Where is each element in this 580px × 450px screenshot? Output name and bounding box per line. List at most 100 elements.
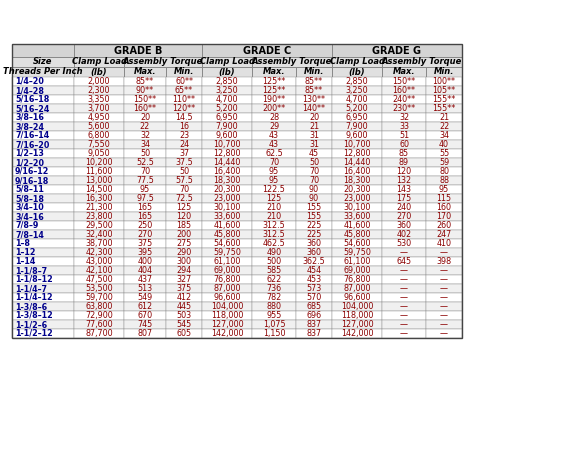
Bar <box>74 95 124 104</box>
Text: 51: 51 <box>399 131 409 140</box>
Text: 125: 125 <box>176 203 191 212</box>
Text: 155**: 155** <box>432 95 456 104</box>
Text: 412: 412 <box>176 293 191 302</box>
Bar <box>332 167 382 176</box>
Bar <box>426 311 462 320</box>
Bar <box>12 221 74 230</box>
Text: 132: 132 <box>397 176 412 185</box>
Text: GRADE C: GRADE C <box>243 45 291 55</box>
Text: 165: 165 <box>137 212 153 221</box>
Text: 62.5: 62.5 <box>265 149 283 158</box>
Text: 31: 31 <box>309 131 319 140</box>
Bar <box>12 149 74 158</box>
Text: Assembly Torque: Assembly Torque <box>382 58 462 67</box>
Text: 122.5: 122.5 <box>263 185 285 194</box>
Text: 70: 70 <box>269 158 279 167</box>
Bar <box>166 275 202 284</box>
Bar <box>382 329 426 338</box>
Text: 41,600: 41,600 <box>343 221 371 230</box>
Text: 22: 22 <box>439 122 449 131</box>
Bar <box>74 311 124 320</box>
Text: 13,000: 13,000 <box>85 176 113 185</box>
Bar <box>332 230 382 239</box>
Text: 30,100: 30,100 <box>213 203 241 212</box>
Bar <box>296 95 332 104</box>
Bar <box>124 158 166 167</box>
Text: 59,750: 59,750 <box>213 248 241 257</box>
Bar <box>124 176 166 185</box>
Text: Max.: Max. <box>393 68 415 76</box>
Bar <box>202 320 252 329</box>
Bar <box>382 176 426 185</box>
Text: 4,700: 4,700 <box>346 95 368 104</box>
Text: Clamp Load: Clamp Load <box>329 58 385 67</box>
Bar <box>74 302 124 311</box>
Bar <box>252 194 296 203</box>
Bar <box>296 158 332 167</box>
Bar <box>252 149 296 158</box>
Text: 14,440: 14,440 <box>213 158 241 167</box>
Bar <box>166 302 202 311</box>
Text: Max.: Max. <box>263 68 285 76</box>
Bar <box>202 239 252 248</box>
Bar <box>166 248 202 257</box>
Text: 130**: 130** <box>303 95 325 104</box>
Bar <box>252 230 296 239</box>
Text: 645: 645 <box>397 257 412 266</box>
Text: 3/8–16: 3/8–16 <box>15 113 44 122</box>
Text: 30,100: 30,100 <box>343 203 371 212</box>
Text: 33,600: 33,600 <box>213 212 241 221</box>
Bar <box>382 67 426 77</box>
Bar <box>426 221 462 230</box>
Bar <box>426 203 462 212</box>
Text: 837: 837 <box>306 329 321 338</box>
Bar <box>124 248 166 257</box>
Bar <box>74 67 124 77</box>
Bar <box>202 221 252 230</box>
Bar <box>382 77 426 86</box>
Text: 545: 545 <box>176 320 191 329</box>
Bar <box>252 158 296 167</box>
Bar <box>296 257 332 266</box>
Bar <box>166 86 202 95</box>
Text: 398: 398 <box>436 257 452 266</box>
Bar <box>252 257 296 266</box>
Bar <box>202 44 332 57</box>
Bar <box>166 113 202 122</box>
Text: 1-3/8–6: 1-3/8–6 <box>15 302 47 311</box>
Bar <box>252 329 296 338</box>
Text: 7,550: 7,550 <box>88 140 110 149</box>
Text: 100**: 100** <box>433 77 455 86</box>
Bar <box>382 266 426 275</box>
Text: 118,000: 118,000 <box>211 311 243 320</box>
Bar <box>166 203 202 212</box>
Text: (lb): (lb) <box>349 68 365 76</box>
Text: 104,000: 104,000 <box>341 302 373 311</box>
Text: GRADE B: GRADE B <box>114 45 162 55</box>
Bar <box>166 266 202 275</box>
Bar <box>426 302 462 311</box>
Bar <box>74 194 124 203</box>
Bar <box>382 122 426 131</box>
Text: 462.5: 462.5 <box>263 239 285 248</box>
Bar <box>382 158 426 167</box>
Bar <box>252 266 296 275</box>
Bar <box>296 185 332 194</box>
Text: 210: 210 <box>266 203 281 212</box>
Text: 312.5: 312.5 <box>263 221 285 230</box>
Bar <box>202 158 252 167</box>
Bar <box>332 293 382 302</box>
Bar <box>252 320 296 329</box>
Bar <box>202 203 252 212</box>
Bar <box>382 57 462 67</box>
Text: 70: 70 <box>140 167 150 176</box>
Bar <box>166 131 202 140</box>
Bar <box>332 149 382 158</box>
Text: 500: 500 <box>266 257 281 266</box>
Text: 14,500: 14,500 <box>85 185 113 194</box>
Text: —: — <box>400 302 408 311</box>
Text: 1,075: 1,075 <box>263 320 285 329</box>
Bar <box>12 140 74 149</box>
Text: 95: 95 <box>439 185 449 194</box>
Bar <box>426 275 462 284</box>
